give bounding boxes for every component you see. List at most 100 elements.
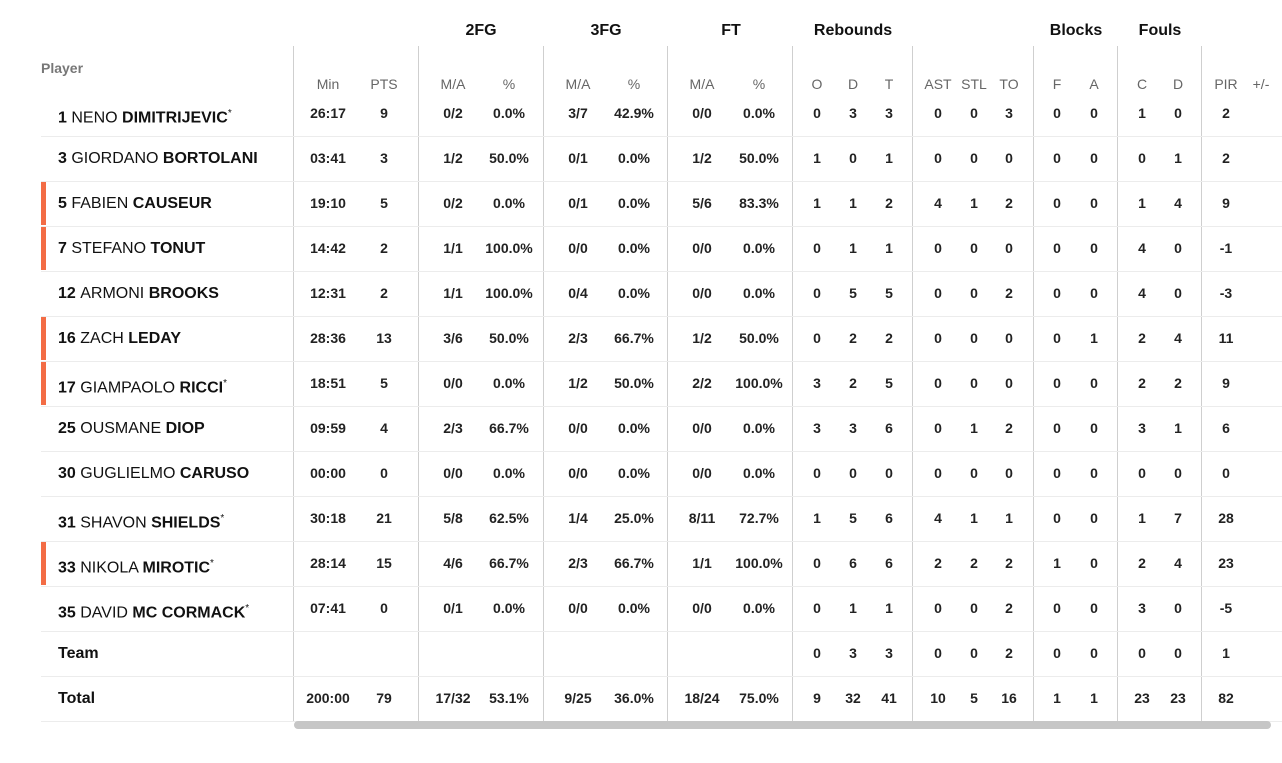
- column-header-fg2[interactable]: M/A: [440, 76, 466, 92]
- stat-bf: 1: [1053, 690, 1061, 706]
- stat-stl: 1: [970, 420, 978, 436]
- column-header-fg2p[interactable]: %: [502, 76, 516, 92]
- column-header-to[interactable]: TO: [999, 76, 1019, 92]
- stat-min: 200:00: [306, 690, 350, 706]
- stat-o: 0: [813, 645, 821, 661]
- stat-ba: 0: [1090, 465, 1098, 481]
- stat-stl: 0: [970, 150, 978, 166]
- stat-fd: 7: [1174, 510, 1182, 526]
- stat-ba: 0: [1090, 645, 1098, 661]
- player-first-name: STEFANO: [71, 240, 151, 257]
- stat-fg2: 3/6: [443, 330, 463, 346]
- stat-stl: 0: [970, 240, 978, 256]
- stat-ft: 2/2: [692, 375, 712, 391]
- player-name-link[interactable]: 30 GUGLIELMO CARUSO: [58, 451, 249, 496]
- column-header-fg3[interactable]: M/A: [565, 76, 591, 92]
- player-name-link[interactable]: 16 ZACH LEDAY: [58, 316, 181, 361]
- stat-ast: 0: [934, 600, 942, 616]
- stat-fg3: 0/1: [568, 150, 588, 166]
- stat-ft: 0/0: [692, 105, 712, 121]
- stat-ba: 0: [1090, 240, 1098, 256]
- starter-indicator: [41, 542, 46, 585]
- player-name-link[interactable]: 33 NIKOLA MIROTIC*: [58, 541, 214, 590]
- stat-d: 2: [849, 375, 857, 391]
- total-label: Total: [58, 690, 96, 707]
- player-name-link[interactable]: 25 OUSMANE DIOP: [58, 406, 205, 451]
- stat-ba: 0: [1090, 510, 1098, 526]
- stat-stl: 0: [970, 645, 978, 661]
- column-header-stl[interactable]: STL: [961, 76, 987, 92]
- stat-to: 0: [1005, 330, 1013, 346]
- group-header: Fouls: [1138, 22, 1182, 39]
- column-header-bf[interactable]: F: [1052, 76, 1062, 92]
- player-name-link[interactable]: 12 ARMONI BROOKS: [58, 271, 219, 316]
- column-header-t[interactable]: T: [884, 76, 894, 92]
- stat-fg3: 0/0: [568, 240, 588, 256]
- column-header-pm[interactable]: +/-: [1252, 76, 1270, 92]
- player-number: 1: [58, 109, 72, 127]
- stat-ftp: 0.0%: [743, 105, 775, 121]
- column-header-o[interactable]: O: [811, 76, 823, 92]
- stat-to: 0: [1005, 465, 1013, 481]
- divider: [1117, 46, 1118, 722]
- column-header-pir[interactable]: PIR: [1214, 76, 1238, 92]
- player-name-link[interactable]: 7 STEFANO TONUT: [58, 226, 205, 271]
- column-header-ast[interactable]: AST: [924, 76, 952, 92]
- stat-fg2: 4/6: [443, 555, 463, 571]
- player-row: 16 ZACH LEDAY 28:36 13 3/6 50.0% 2/3 66.7% 1/2 5…: [41, 316, 1282, 362]
- stat-d: 3: [849, 105, 857, 121]
- player-name-link[interactable]: 31 SHAVON SHIELDS*: [58, 496, 224, 545]
- stat-pts: 15: [376, 555, 392, 571]
- stat-t: 3: [885, 645, 893, 661]
- player-name-link[interactable]: 35 DAVID MC CORMACK*: [58, 586, 249, 635]
- column-header-fg3p[interactable]: %: [627, 76, 641, 92]
- stat-ast: 0: [934, 465, 942, 481]
- column-header-pts[interactable]: PTS: [370, 76, 398, 92]
- player-last-name: RICCI: [179, 379, 224, 397]
- stat-fg2: 1/1: [443, 240, 463, 256]
- stat-fg3: 0/1: [568, 195, 588, 211]
- divider: [792, 46, 793, 722]
- player-last-name: BORTOLANI: [162, 150, 258, 167]
- column-header-ftp[interactable]: %: [752, 76, 766, 92]
- stat-ast: 0: [934, 105, 942, 121]
- starter-mark: *: [223, 378, 227, 389]
- stat-ast: 4: [934, 195, 942, 211]
- column-header-d[interactable]: D: [847, 76, 859, 92]
- stat-fd: 4: [1174, 195, 1182, 211]
- stat-fg2p: 0.0%: [493, 375, 525, 391]
- stat-fg2p: 0.0%: [493, 465, 525, 481]
- column-header-ba[interactable]: A: [1089, 76, 1099, 92]
- stat-to: 0: [1005, 240, 1013, 256]
- stat-min: 12:31: [310, 285, 346, 301]
- player-name-link[interactable]: 1 NENO DIMITRIJEVIC*: [58, 91, 232, 140]
- stat-pts: 9: [380, 105, 388, 121]
- column-header-min[interactable]: Min: [316, 76, 340, 92]
- stat-min: 09:59: [310, 420, 346, 436]
- stat-d: 0: [849, 150, 857, 166]
- player-name-link[interactable]: 17 GIAMPAOLO RICCI*: [58, 361, 227, 410]
- column-header-fd[interactable]: D: [1172, 76, 1184, 92]
- stat-fg3: 1/2: [568, 375, 588, 391]
- stat-fc: 4: [1138, 240, 1146, 256]
- group-header: Rebounds: [813, 22, 893, 39]
- stat-stl: 2: [970, 555, 978, 571]
- player-name-link[interactable]: 5 FABIEN CAUSEUR: [58, 181, 212, 226]
- horizontal-scrollbar[interactable]: [294, 721, 1271, 729]
- player-name-link[interactable]: 3 GIORDANO BORTOLANI: [58, 136, 258, 181]
- stat-fc: 23: [1134, 690, 1150, 706]
- stat-bf: 0: [1053, 600, 1061, 616]
- column-header-ft[interactable]: M/A: [689, 76, 715, 92]
- stat-fg3p: 0.0%: [618, 285, 650, 301]
- stat-ast: 0: [934, 240, 942, 256]
- player-row: 3 GIORDANO BORTOLANI 03:41 3 1/2 50.0% 0/1 0.0…: [41, 136, 1282, 182]
- stat-ba: 1: [1090, 330, 1098, 346]
- stat-ast: 0: [934, 645, 942, 661]
- stat-min: 28:36: [310, 330, 346, 346]
- stat-fg2: 1/2: [443, 150, 463, 166]
- column-header-fc[interactable]: C: [1136, 76, 1148, 92]
- stat-ft: 0/0: [692, 285, 712, 301]
- player-row: 1 NENO DIMITRIJEVIC* 26:17 9 0/2 0.0% 3/7 42.9…: [41, 91, 1282, 137]
- player-row: 7 STEFANO TONUT 14:42 2 1/1 100.0% 0/0 0.0% 0/0…: [41, 226, 1282, 272]
- stat-fg2p: 66.7%: [489, 555, 529, 571]
